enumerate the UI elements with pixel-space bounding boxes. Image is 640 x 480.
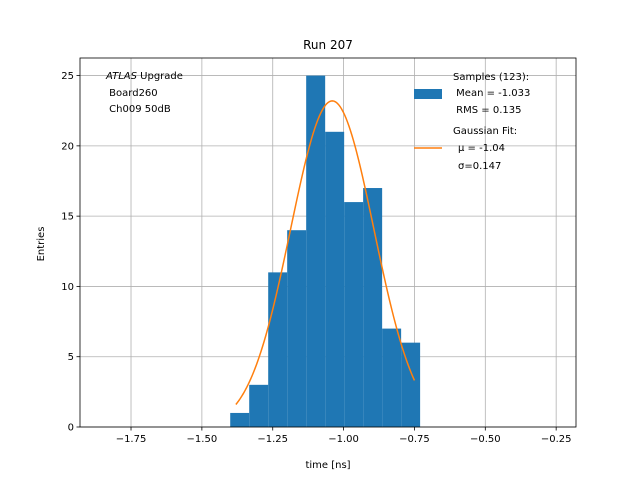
histogram-bar: [268, 272, 288, 427]
y-tick-label: 10: [61, 282, 74, 293]
x-tick-label: −1.75: [116, 434, 147, 445]
annotation-line-3: Ch009 50dB: [106, 104, 171, 115]
legend-fit-line-1: Gaussian Fit:: [453, 126, 517, 137]
histogram-bar: [344, 202, 364, 427]
x-tick-label: −1.25: [257, 434, 288, 445]
histogram-bar: [287, 230, 307, 427]
histogram-bar: [249, 384, 269, 427]
x-tick-label: −1.00: [328, 434, 359, 445]
legend-samples-line-3: RMS = 0.135: [453, 105, 521, 116]
y-tick-label: 25: [61, 71, 74, 82]
legend: Samples (123): Mean = -1.033 RMS = 0.135…: [414, 72, 530, 172]
axes-frame: [79, 57, 577, 428]
y-tick-label: 5: [68, 352, 74, 363]
atlas-annotation: ATLAS Upgrade Board260 Ch009 50dB: [105, 71, 183, 115]
x-tick-label: −1.50: [187, 434, 218, 445]
histogram-bar: [306, 75, 326, 428]
histogram-bar: [325, 131, 345, 428]
axis-ticks: −1.75 −1.50 −1.25 −1.00 −0.75 −0.50 −0.25 0 5 10 1…: [61, 71, 571, 445]
histogram-bar: [230, 412, 250, 427]
annotation-line-1: ATLAS Upgrade: [105, 71, 183, 82]
grid: [80, 58, 576, 428]
legend-samples-patch: [414, 89, 442, 99]
chart-title: Run 207: [303, 38, 353, 52]
histogram-bar: [401, 342, 421, 427]
x-tick-label: −0.75: [399, 434, 430, 445]
annotation-line-2: Board260: [106, 88, 158, 99]
legend-fit-sigma: σ=0.147: [458, 161, 501, 172]
y-tick-label: 15: [61, 212, 74, 223]
gaussian-fit-curve: [235, 100, 416, 405]
histogram-bars: [230, 75, 421, 428]
y-axis-label: Entries: [36, 227, 47, 262]
x-tick-label: −0.25: [541, 434, 572, 445]
x-tick-label: −0.50: [470, 434, 501, 445]
legend-samples-line-2: Mean = -1.033: [453, 88, 530, 99]
histogram-bar: [382, 328, 402, 427]
x-axis-label: time [ns]: [305, 460, 350, 471]
legend-fit-mu: μ = -1.04: [458, 143, 505, 154]
annotation-upgrade: Upgrade: [137, 71, 183, 82]
annotation-atlas: ATLAS: [105, 71, 138, 82]
y-tick-label: 20: [61, 141, 74, 152]
legend-samples-line-1: Samples (123):: [453, 72, 529, 83]
y-tick-label: 0: [68, 423, 74, 434]
